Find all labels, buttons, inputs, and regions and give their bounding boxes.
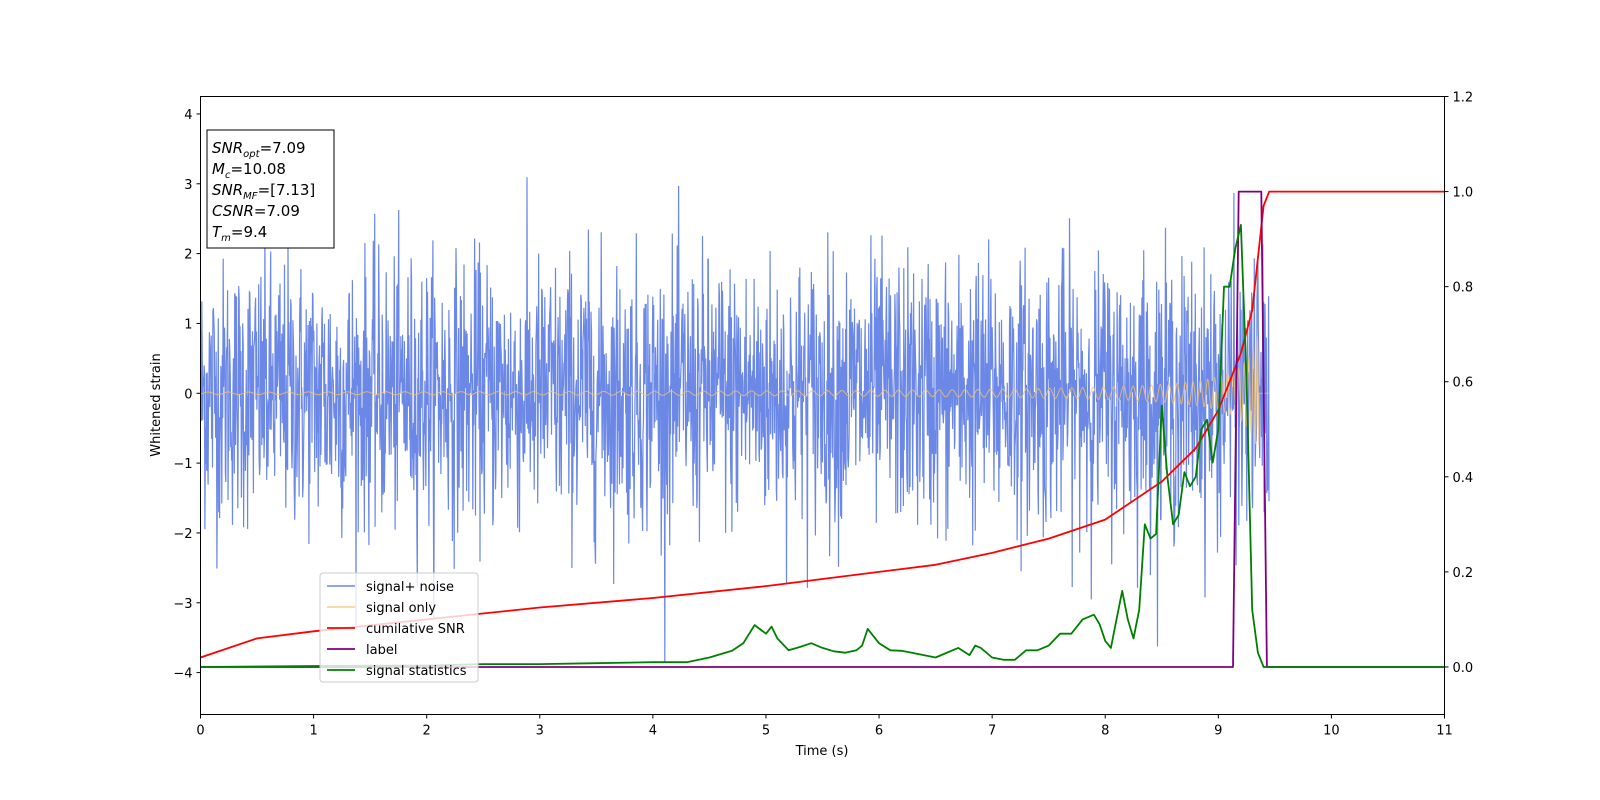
annotation-line: Tm=9.4 [212, 223, 267, 244]
y-tick-label: −3 [173, 597, 192, 612]
x-tick-label: 1 [309, 724, 317, 739]
legend-frame [319, 572, 479, 683]
x-axis-label: Time (s) [795, 744, 849, 759]
y-tick-label: 0 [184, 387, 192, 402]
legend-label: signal only [366, 601, 436, 616]
y-tick-label: 1 [184, 317, 192, 332]
x-tick-label: 9 [1214, 724, 1222, 739]
y-tick-label: −1 [173, 457, 192, 472]
x-tick-label: 11 [1436, 724, 1453, 739]
y2-tick-label: 0.4 [1453, 471, 1474, 486]
y2-tick-label: 1.2 [1453, 91, 1474, 106]
plot-frame [200, 96, 1445, 715]
x-tick-label: 8 [1101, 724, 1109, 739]
y-tick-label: 2 [184, 248, 192, 263]
annotation-box: SNRopt=7.09Mc=10.08SNRMF=[7.13]CSNR=7.09… [206, 129, 335, 249]
y-axis-label: Whitened strain [149, 353, 164, 456]
y-tick-label: −2 [173, 527, 192, 542]
legend-label: label [366, 643, 397, 658]
y2-tick-label: 0.6 [1453, 376, 1474, 391]
legend-label: signal statistics [366, 664, 467, 679]
legend-entry-signal-only: signal only [327, 601, 436, 616]
legend-label: signal+ noise [366, 580, 454, 595]
x-tick-label: 7 [988, 724, 996, 739]
annotation-line: SNRopt=7.09 [212, 139, 306, 160]
series-signal-noise-line [200, 177, 1270, 662]
legend-entry-signal-statistics: signal statistics [327, 664, 467, 679]
x-tick-label: 0 [196, 724, 204, 739]
series-signal-only-line [200, 336, 1270, 446]
annotation-line: CSNR=7.09 [212, 202, 300, 220]
legend-entry-signal-noise: signal+ noise [327, 580, 454, 595]
x-tick-label: 2 [423, 724, 431, 739]
y-tick-label: −4 [173, 667, 192, 682]
x-tick-label: 6 [875, 724, 883, 739]
legend: signal+ noise signal only cumilative SNR la… [319, 572, 479, 683]
series-signal-statistics-line [200, 224, 1445, 668]
y-tick-label: 4 [184, 108, 192, 123]
x-tick-label: 3 [536, 724, 544, 739]
legend-label: cumilative SNR [366, 622, 465, 637]
axis-ticks: 0 1 2 3 4 5 6 7 8 9 10 1143210−1−2−3−41.21.00.80.60… [173, 91, 1473, 739]
x-tick-label: 5 [762, 724, 770, 739]
annotation-line: SNRMF=[7.13] [212, 181, 315, 202]
y2-tick-label: 0.8 [1453, 281, 1474, 296]
x-tick-label: 4 [649, 724, 657, 739]
y-tick-label: 3 [184, 178, 192, 193]
x-tick-label: 10 [1323, 724, 1340, 739]
y2-tick-label: 0.0 [1453, 661, 1474, 676]
legend-entry-label: label [327, 643, 397, 658]
legend-entry-cumulative-snr: cumilative SNR [327, 622, 465, 637]
annotation-frame [206, 129, 335, 249]
annotation-line: Mc=10.08 [212, 160, 286, 181]
y2-tick-label: 1.0 [1453, 186, 1474, 201]
y2-tick-label: 0.2 [1453, 566, 1474, 581]
